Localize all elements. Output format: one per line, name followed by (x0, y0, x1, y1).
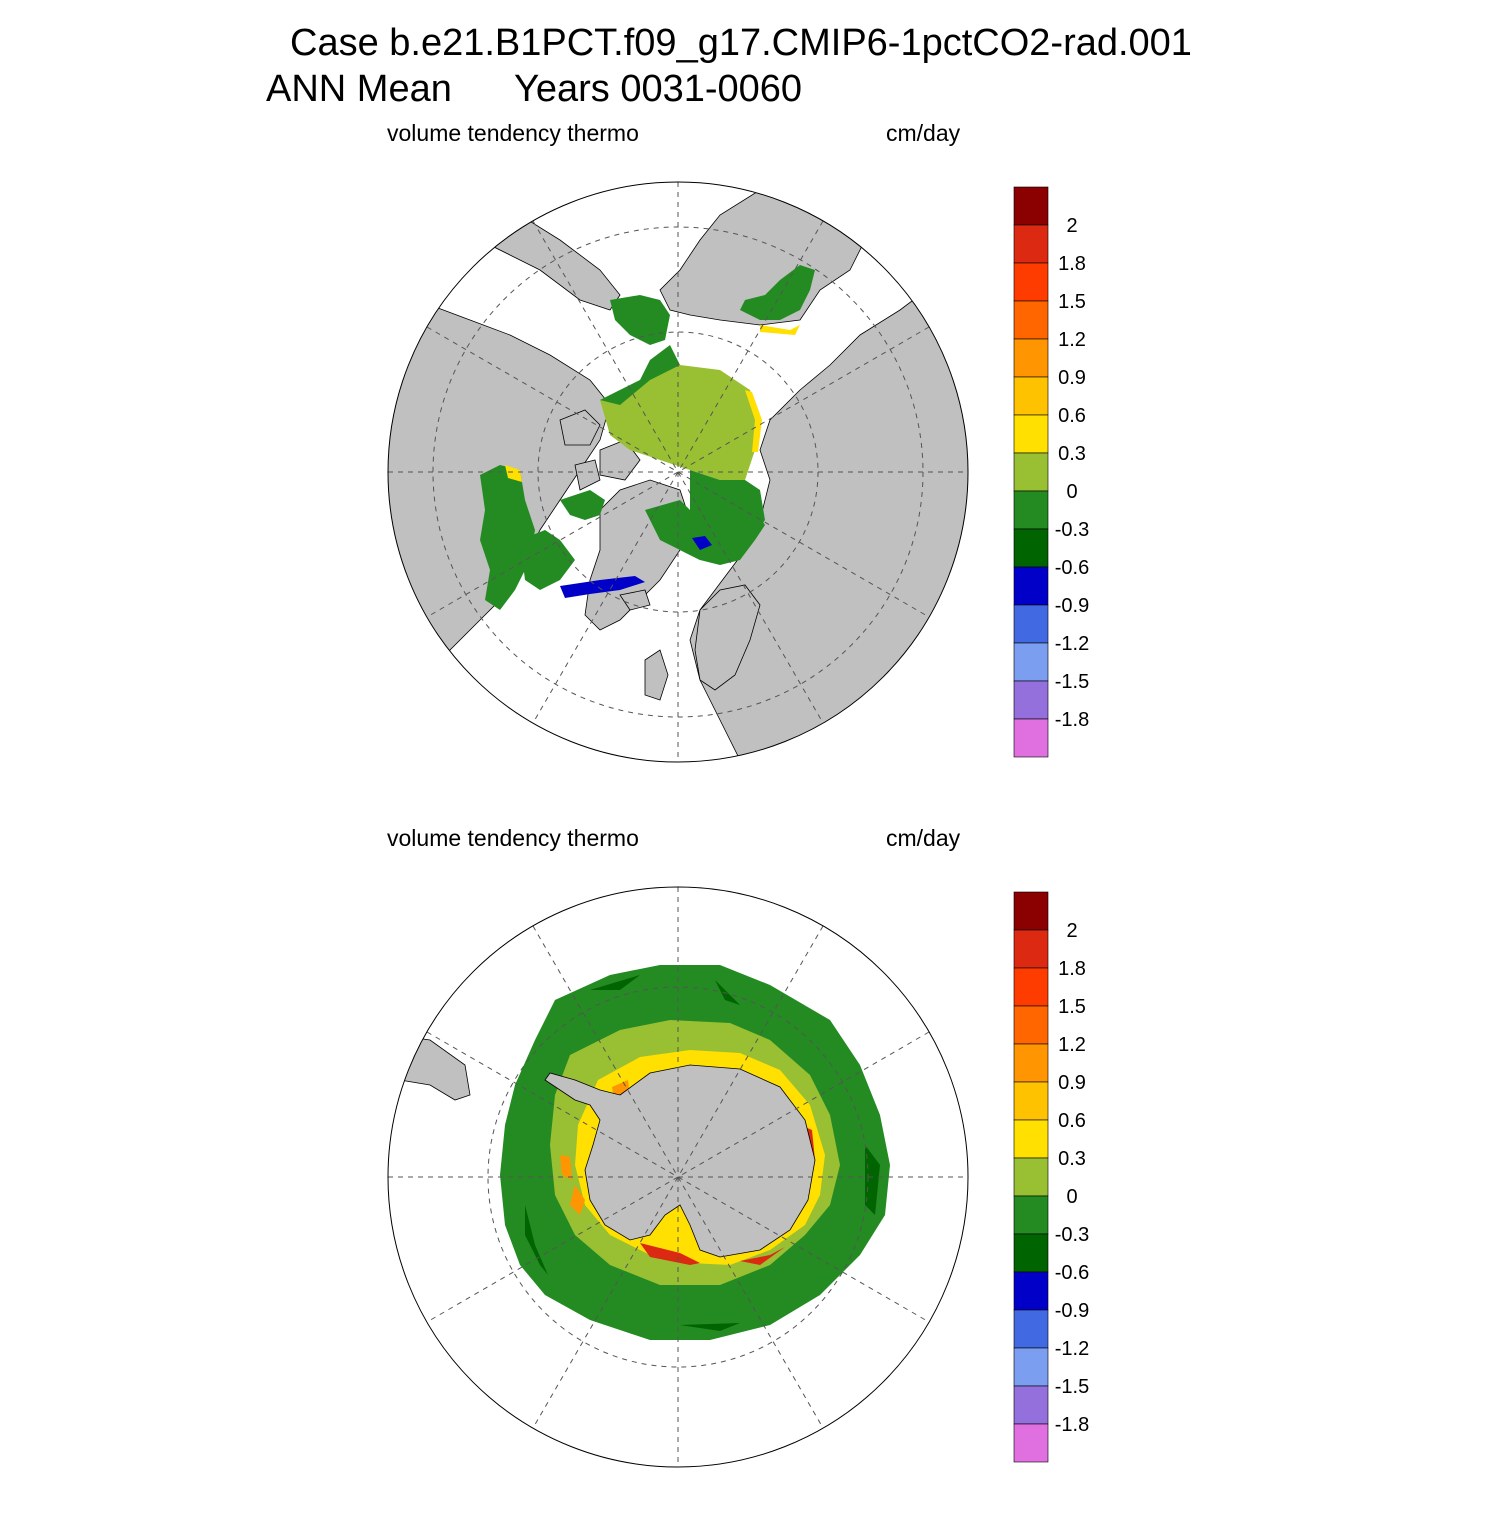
colorbar-swatch (1013, 718, 1049, 758)
colorbar-swatch (1013, 1157, 1049, 1197)
colorbar-tick-label: -0.9 (1055, 1300, 1089, 1322)
colorbar-swatch (1013, 1119, 1049, 1159)
panel-north-units-label: cm/day (886, 120, 961, 146)
colorbar-tick-label: 1.5 (1058, 291, 1086, 313)
colorbar-swatch (1013, 1195, 1049, 1235)
colorbar-swatch (1013, 1309, 1049, 1349)
colorbar-swatch (1013, 929, 1049, 969)
map-boundary (387, 181, 969, 763)
colorbar-tick-label: -0.3 (1055, 1224, 1089, 1246)
panel-south-units-label: cm/day (886, 825, 961, 851)
colorbar: 2 1.8 1.5 1.2 0.9 0.6 0.3 0 -0.3 -0.6 -0.9 -1.2 -1.5… (1013, 186, 1089, 758)
colorbar-tick-label: 2 (1066, 920, 1077, 942)
colorbar-tick-label: 1.5 (1058, 996, 1086, 1018)
colorbar-swatch (1013, 300, 1049, 340)
colorbar-tick-label: -1.5 (1055, 671, 1089, 693)
colorbar-tick-label: 0 (1066, 1186, 1077, 1208)
colorbar-swatch (1013, 1385, 1049, 1425)
colorbar-tick-label: 1.8 (1058, 958, 1086, 980)
south-polar-map-panel: 2 1.8 1.5 1.2 0.9 0.6 0.3 0 -0.3 -0.6 -0.9 -1.2 -1.5… (387, 886, 1089, 1468)
ice-tendency-field (480, 265, 815, 610)
colorbar-swatch (1013, 566, 1049, 606)
map-boundary (387, 886, 969, 1468)
colorbar-tick-label: 1.2 (1058, 329, 1086, 351)
panel-south-variable-label: volume tendency thermo (387, 825, 639, 851)
colorbar-swatch (1013, 490, 1049, 530)
colorbar-tick-label: 2 (1066, 215, 1077, 237)
colorbar-swatch (1013, 414, 1049, 454)
colorbar-tick-label: -1.5 (1055, 1376, 1089, 1398)
colorbar-swatch (1013, 1271, 1049, 1311)
colorbar-swatch (1013, 186, 1049, 226)
colorbar-swatch (1013, 338, 1049, 378)
figure-title-case: Case b.e21.B1PCT.f09_g17.CMIP6-1pctCO2-r… (290, 22, 1192, 64)
colorbar-tick-label: 0.3 (1058, 443, 1086, 465)
colorbar-swatch (1013, 967, 1049, 1007)
north-polar-map-panel: 2 1.8 1.5 1.2 0.9 0.6 0.3 0 -0.3 -0.6 -0.9 -1.2 -1.5… (387, 181, 1089, 763)
colorbar-tick-label: -0.3 (1055, 519, 1089, 541)
colorbar: 2 1.8 1.5 1.2 0.9 0.6 0.3 0 -0.3 -0.6 -0.9 -1.2 -1.5… (1013, 891, 1089, 1463)
graticule (388, 887, 968, 1467)
colorbar-tick-label: -1.2 (1055, 1338, 1089, 1360)
colorbar-swatch (1013, 1233, 1049, 1273)
colorbar-tick-label: -1.2 (1055, 633, 1089, 655)
colorbar-tick-label: -1.8 (1055, 1414, 1089, 1436)
colorbar-tick-label: 0.6 (1058, 405, 1086, 427)
colorbar-swatch (1013, 1043, 1049, 1083)
colorbar-tick-label: -0.6 (1055, 1262, 1089, 1284)
colorbar-tick-label: 1.8 (1058, 253, 1086, 275)
colorbar-swatch (1013, 891, 1049, 931)
colorbar-swatch (1013, 680, 1049, 720)
colorbar-swatch (1013, 1005, 1049, 1045)
colorbar-tick-label: -1.8 (1055, 709, 1089, 731)
colorbar-tick-label: 1.2 (1058, 1034, 1086, 1056)
colorbar-tick-label: 0.6 (1058, 1110, 1086, 1132)
north-polar-map (388, 182, 968, 762)
panel-north-variable-label: volume tendency thermo (387, 120, 639, 146)
colorbar-tick-label: 0.9 (1058, 367, 1086, 389)
colorbar-swatch (1013, 604, 1049, 644)
colorbar-swatch (1013, 262, 1049, 302)
colorbar-swatch (1013, 1081, 1049, 1121)
colorbar-swatch (1013, 224, 1049, 264)
colorbar-tick-label: 0 (1066, 481, 1077, 503)
graticule (388, 182, 968, 762)
figure-title-season: ANN Mean (266, 68, 452, 110)
colorbar-swatch (1013, 1347, 1049, 1387)
colorbar-tick-label: -0.6 (1055, 557, 1089, 579)
figure-title-years: Years 0031-0060 (514, 68, 803, 110)
colorbar-swatch (1013, 452, 1049, 492)
colorbar-tick-label: 0.9 (1058, 1072, 1086, 1094)
colorbar-tick-label: -0.9 (1055, 595, 1089, 617)
antarctica-land (544, 1064, 816, 1258)
colorbar-swatch (1013, 376, 1049, 416)
colorbar-tick-label: 0.3 (1058, 1148, 1086, 1170)
colorbar-swatch (1013, 1423, 1049, 1463)
colorbar-swatch (1013, 528, 1049, 568)
colorbar-swatch (1013, 642, 1049, 682)
